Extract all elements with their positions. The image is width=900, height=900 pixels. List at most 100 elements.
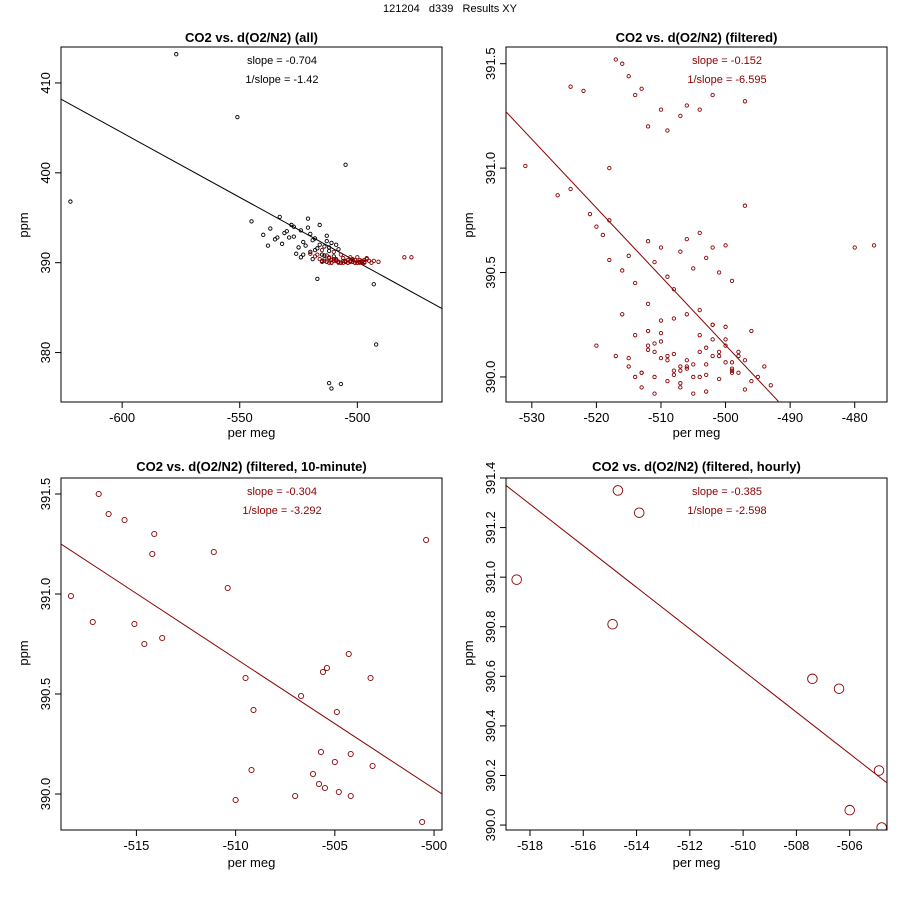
data-point [322,258,327,264]
data-point [371,258,376,264]
data-point [645,124,651,129]
data-point [326,260,332,265]
y-tick-label: 400 [38,162,53,184]
data-point [268,226,273,231]
data-point [671,372,677,378]
data-point [633,92,638,98]
data-point [317,748,325,756]
x-tick-label: -510 [648,410,674,425]
data-point [341,260,346,265]
data-point [704,389,709,394]
data-point [371,282,376,287]
data-point [645,239,651,244]
data-point [691,391,696,396]
data-point [341,256,346,261]
data-point [658,107,664,112]
data-point [305,225,311,230]
y-tick-label: 390.0 [38,778,53,811]
data-point [658,330,664,336]
data-point [626,364,631,369]
data-point [742,203,748,208]
data-point [665,378,670,384]
data-point [305,216,311,221]
y-tick-label: 390.5 [38,678,53,711]
slope-annotation: 1/slope = -1.42 [245,74,318,86]
plot-area [506,57,877,402]
x-tick-label: -480 [842,410,868,425]
data-point [652,349,657,355]
data-point [326,245,332,250]
data-point [67,592,74,600]
data-point [336,259,341,264]
data-point [710,337,715,342]
data-point [275,235,280,240]
y-axis-label: ppm [16,212,31,237]
data-point [594,343,599,348]
data-point [873,765,885,776]
data-point [331,254,336,259]
data-point [338,252,344,257]
data-point [671,316,677,321]
data-point [296,245,301,250]
data-point [736,353,741,359]
data-point [729,366,735,371]
data-point [626,74,631,79]
data-point [568,84,573,89]
data-point [633,280,638,286]
x-tick-label: -515 [123,838,149,853]
y-tick-label: 390.0 [483,361,498,394]
data-point [423,536,430,544]
data-point [729,278,735,284]
x-tick-label: -518 [517,838,543,853]
data-point [710,92,715,98]
data-point [355,260,360,265]
x-tick-label: -506 [837,838,863,853]
data-point [308,249,313,255]
data-point [723,337,728,342]
data-point [310,256,315,262]
x-tick-label: -514 [624,838,650,853]
y-tick-label: 391.0 [483,152,498,185]
data-point [626,355,631,361]
data-point [95,490,102,498]
y-tick-label: 390 [38,252,53,274]
data-point [645,301,651,307]
x-tick-label: -510 [730,838,756,853]
y-axis-label: ppm [461,640,476,665]
data-point [159,634,166,642]
data-point [652,391,657,396]
data-point [317,256,322,262]
data-point [359,259,365,264]
data-point [742,358,748,363]
data-point [261,232,266,237]
data-point [697,374,702,380]
data-point [301,239,306,245]
chart-panel: CO2 vs. d(O2/N2) (filtered, 10-minute) pe… [16,459,447,870]
data-point [282,230,287,236]
data-point [298,255,304,260]
data-point [292,792,299,800]
y-tick-label: 391.4 [483,462,498,495]
data-point [691,362,696,367]
data-point [326,256,332,261]
x-tick-label: -550 [227,410,253,425]
plot-area [506,485,887,830]
x-axis-label: per meg [673,425,721,440]
data-point [691,374,696,380]
y-tick-label: 391.5 [38,478,53,511]
data-point [242,674,249,682]
data-point [345,650,352,658]
data-point [279,241,285,246]
chart-panel: CO2 vs. d(O2/N2) (all) per meg ppm -600 -550… [16,30,443,440]
data-point [141,640,148,648]
data-point [639,385,644,390]
x-tick-label: -500 [344,410,370,425]
x-tick-label: -600 [109,410,135,425]
data-point [364,256,369,262]
fit-line [61,98,442,309]
data-point [319,247,325,253]
data-point [250,706,257,714]
y-tick-label: 390.5 [483,256,498,289]
data-point [697,333,702,338]
data-point [710,353,715,359]
